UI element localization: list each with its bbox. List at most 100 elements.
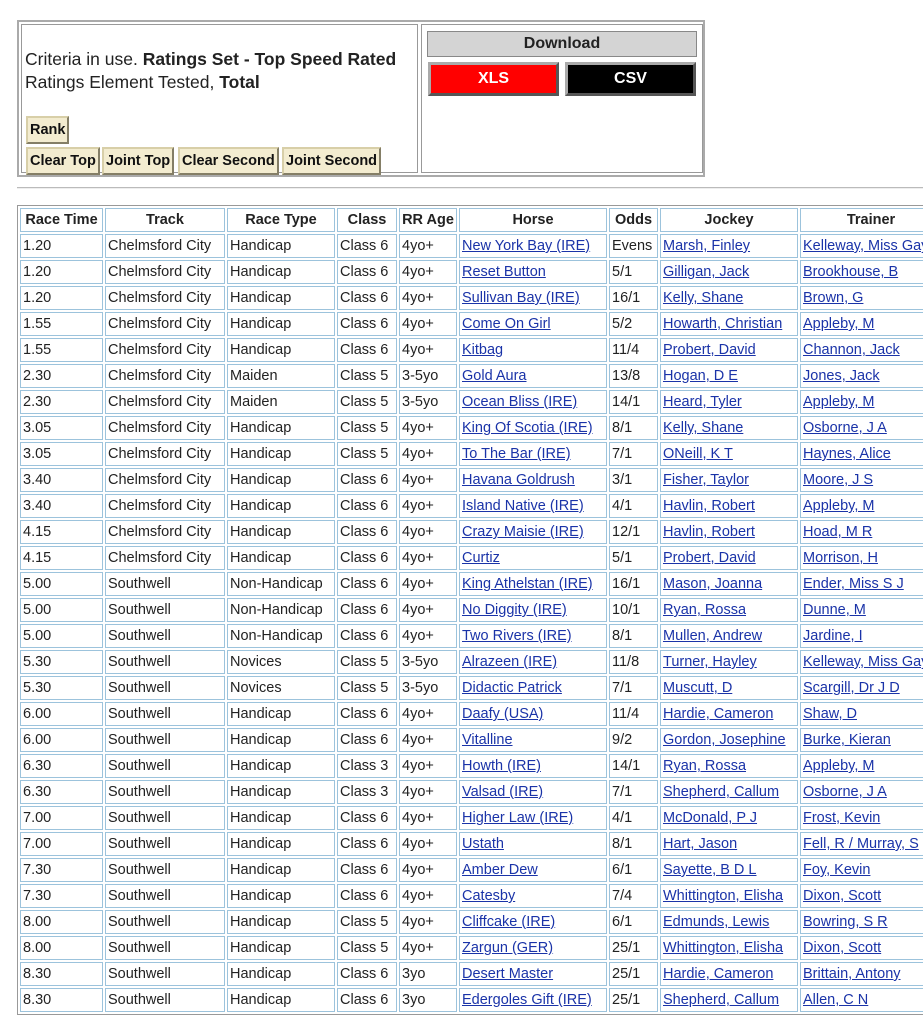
horse-link[interactable]: Crazy Maisie (IRE) xyxy=(462,524,584,540)
jockey-link[interactable]: Probert, David xyxy=(663,550,756,566)
horse-link[interactable]: Edergoles Gift (IRE) xyxy=(462,992,592,1008)
trainer-link[interactable]: Kelleway, Miss Gay xyxy=(803,238,923,254)
horse-link[interactable]: Didactic Patrick xyxy=(462,680,562,696)
trainer-link[interactable]: Morrison, H xyxy=(803,550,878,566)
jockey-link[interactable]: Sayette, B D L xyxy=(663,862,757,878)
jockey-link[interactable]: Heard, Tyler xyxy=(663,394,742,410)
jockey-link[interactable]: Ryan, Rossa xyxy=(663,602,747,618)
trainer-link[interactable]: Appleby, M xyxy=(803,394,875,410)
jockey-link[interactable]: Ryan, Rossa xyxy=(663,758,747,774)
trainer-link[interactable]: Dixon, Scott xyxy=(803,888,882,904)
table-cell: Morrison, H xyxy=(800,546,923,570)
horse-link[interactable]: Vitalline xyxy=(462,732,513,748)
jockey-link[interactable]: Shepherd, Callum xyxy=(663,784,780,800)
horse-link[interactable]: Cliffcake (IRE) xyxy=(462,914,556,930)
horse-link[interactable]: Ocean Bliss (IRE) xyxy=(462,394,578,410)
trainer-link[interactable]: Frost, Kevin xyxy=(803,810,881,826)
trainer-link[interactable]: Osborne, J A xyxy=(803,420,887,436)
trainer-link[interactable]: Appleby, M xyxy=(803,498,875,514)
trainer-link[interactable]: Dunne, M xyxy=(803,602,866,618)
jockey-link[interactable]: Muscutt, D xyxy=(663,680,733,696)
jockey-link[interactable]: Mullen, Andrew xyxy=(663,628,763,644)
jockey-link[interactable]: Marsh, Finley xyxy=(663,238,751,254)
jockey-link[interactable]: ONeill, K T xyxy=(663,446,733,462)
trainer-link[interactable]: Kelleway, Miss Gay xyxy=(803,654,923,670)
horse-link[interactable]: Valsad (IRE) xyxy=(462,784,544,800)
table-cell: Southwell xyxy=(105,598,225,622)
horse-link[interactable]: Reset Button xyxy=(462,264,546,280)
trainer-link[interactable]: Hoad, M R xyxy=(803,524,873,540)
horse-link[interactable]: Desert Master xyxy=(462,966,554,982)
jockey-link[interactable]: Kelly, Shane xyxy=(663,420,744,436)
trainer-link[interactable]: Burke, Kieran xyxy=(803,732,891,748)
horse-link[interactable]: Catesby xyxy=(462,888,516,904)
csv-button[interactable]: CSV xyxy=(565,62,696,96)
trainer-link[interactable]: Dixon, Scott xyxy=(803,940,882,956)
horse-link[interactable]: Ustath xyxy=(462,836,504,852)
jockey-link[interactable]: Howarth, Christian xyxy=(663,316,783,332)
table-cell: 3/1 xyxy=(609,468,658,492)
jockey-link[interactable]: Mason, Joanna xyxy=(663,576,763,592)
jockey-link[interactable]: Whittington, Elisha xyxy=(663,940,784,956)
horse-link[interactable]: Howth (IRE) xyxy=(462,758,541,774)
horse-link[interactable]: King Athelstan (IRE) xyxy=(462,576,593,592)
jockey-link[interactable]: Kelly, Shane xyxy=(663,290,744,306)
trainer-link[interactable]: Foy, Kevin xyxy=(803,862,871,878)
horse-link[interactable]: King Of Scotia (IRE) xyxy=(462,420,593,436)
trainer-link[interactable]: Allen, C N xyxy=(803,992,869,1008)
horse-link[interactable]: Sullivan Bay (IRE) xyxy=(462,290,580,306)
horse-link[interactable]: Kitbag xyxy=(462,342,504,358)
trainer-link[interactable]: Jones, Jack xyxy=(803,368,880,384)
jockey-link[interactable]: Hogan, D E xyxy=(663,368,738,384)
trainer-link[interactable]: Channon, Jack xyxy=(803,342,900,358)
filter-button[interactable]: Clear Second xyxy=(178,147,279,175)
jockey-link[interactable]: Hardie, Cameron xyxy=(663,966,774,982)
jockey-link[interactable]: Probert, David xyxy=(663,342,756,358)
trainer-link[interactable]: Jardine, I xyxy=(803,628,863,644)
jockey-link[interactable]: Turner, Hayley xyxy=(663,654,757,670)
trainer-link[interactable]: Fell, R / Murray, S xyxy=(803,836,919,852)
jockey-link[interactable]: Whittington, Elisha xyxy=(663,888,784,904)
trainer-link[interactable]: Appleby, M xyxy=(803,316,875,332)
jockey-link[interactable]: Edmunds, Lewis xyxy=(663,914,770,930)
trainer-link[interactable]: Appleby, M xyxy=(803,758,875,774)
horse-link[interactable]: Come On Girl xyxy=(462,316,551,332)
horse-link[interactable]: Amber Dew xyxy=(462,862,538,878)
trainer-link[interactable]: Brittain, Antony xyxy=(803,966,901,982)
horse-link[interactable]: Zargun (GER) xyxy=(462,940,554,956)
rank-button[interactable]: Rank xyxy=(26,116,70,144)
trainer-link[interactable]: Haynes, Alice xyxy=(803,446,891,462)
horse-link[interactable]: Higher Law (IRE) xyxy=(462,810,574,826)
horse-link[interactable]: Two Rivers (IRE) xyxy=(462,628,572,644)
trainer-link[interactable]: Scargill, Dr J D xyxy=(803,680,900,696)
trainer-link[interactable]: Moore, J S xyxy=(803,472,874,488)
trainer-link[interactable]: Brookhouse, B xyxy=(803,264,899,280)
jockey-link[interactable]: Fisher, Taylor xyxy=(663,472,749,488)
filter-button[interactable]: Clear Top xyxy=(26,147,100,175)
filter-button[interactable]: Joint Top xyxy=(102,147,175,175)
horse-link[interactable]: Alrazeen (IRE) xyxy=(462,654,558,670)
jockey-link[interactable]: Shepherd, Callum xyxy=(663,992,780,1008)
jockey-link[interactable]: Hardie, Cameron xyxy=(663,706,774,722)
horse-link[interactable]: To The Bar (IRE) xyxy=(462,446,571,462)
jockey-link[interactable]: Gordon, Josephine xyxy=(663,732,786,748)
xls-button[interactable]: XLS xyxy=(428,62,559,96)
horse-link[interactable]: No Diggity (IRE) xyxy=(462,602,567,618)
trainer-link[interactable]: Osborne, J A xyxy=(803,784,887,800)
jockey-link[interactable]: Havlin, Robert xyxy=(663,498,755,514)
jockey-link[interactable]: Gilligan, Jack xyxy=(663,264,750,280)
jockey-link[interactable]: Hart, Jason xyxy=(663,836,738,852)
horse-link[interactable]: New York Bay (IRE) xyxy=(462,238,591,254)
trainer-link[interactable]: Brown, G xyxy=(803,290,864,306)
jockey-link[interactable]: McDonald, P J xyxy=(663,810,758,826)
horse-link[interactable]: Gold Aura xyxy=(462,368,527,384)
trainer-link[interactable]: Shaw, D xyxy=(803,706,857,722)
trainer-link[interactable]: Bowring, S R xyxy=(803,914,888,930)
horse-link[interactable]: Curtiz xyxy=(462,550,500,566)
jockey-link[interactable]: Havlin, Robert xyxy=(663,524,755,540)
horse-link[interactable]: Daafy (USA) xyxy=(462,706,544,722)
horse-link[interactable]: Havana Goldrush xyxy=(462,472,575,488)
horse-link[interactable]: Island Native (IRE) xyxy=(462,498,584,514)
filter-button[interactable]: Joint Second xyxy=(282,147,382,175)
trainer-link[interactable]: Ender, Miss S J xyxy=(803,576,904,592)
